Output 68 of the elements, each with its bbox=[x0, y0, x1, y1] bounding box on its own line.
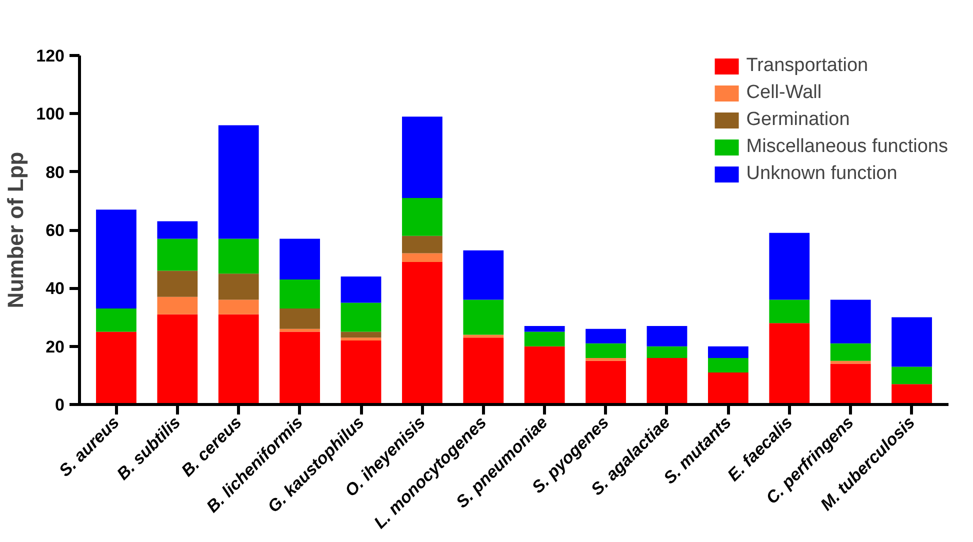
bar bbox=[586, 360, 626, 404]
bar bbox=[340, 302, 382, 332]
bar bbox=[402, 198, 442, 236]
bar bbox=[218, 125, 259, 239]
bar bbox=[586, 358, 626, 361]
y-tick-label: 120 bbox=[36, 46, 65, 66]
y-tick-label: 0 bbox=[55, 396, 65, 414]
bar bbox=[646, 358, 688, 404]
bar bbox=[463, 338, 504, 404]
bar bbox=[280, 308, 320, 329]
bar bbox=[280, 238, 320, 280]
bar bbox=[830, 343, 871, 361]
bar bbox=[892, 384, 932, 404]
bar bbox=[340, 340, 382, 404]
bar bbox=[340, 338, 382, 341]
bar bbox=[646, 346, 688, 358]
bar bbox=[524, 332, 565, 346]
bar bbox=[892, 317, 932, 367]
bar bbox=[96, 332, 136, 404]
bar bbox=[96, 210, 136, 309]
bar bbox=[524, 326, 565, 332]
legend-label: Unknown function bbox=[746, 163, 898, 185]
bar bbox=[402, 116, 442, 198]
bar bbox=[830, 300, 871, 344]
bar bbox=[892, 366, 932, 384]
y-tick-label: 80 bbox=[46, 162, 65, 182]
bar bbox=[280, 328, 320, 332]
bar bbox=[463, 334, 504, 338]
bar bbox=[708, 358, 748, 373]
y-tick-label: 40 bbox=[46, 279, 65, 298]
y-tick-label: 20 bbox=[46, 337, 65, 356]
bar bbox=[769, 232, 810, 300]
legend-label: Cell-Wall bbox=[746, 82, 822, 104]
legend-label: Germination bbox=[746, 109, 850, 131]
bar bbox=[402, 236, 442, 254]
bar bbox=[157, 296, 198, 314]
bar bbox=[463, 300, 504, 335]
bar bbox=[586, 343, 626, 358]
bar bbox=[646, 326, 688, 346]
bar bbox=[96, 308, 136, 332]
bar bbox=[340, 276, 382, 303]
bar bbox=[218, 314, 259, 404]
bar bbox=[157, 270, 198, 297]
bar bbox=[708, 346, 748, 358]
bar bbox=[402, 262, 442, 404]
bar bbox=[218, 238, 259, 274]
bar bbox=[280, 332, 320, 404]
bar bbox=[708, 372, 748, 404]
bar bbox=[218, 300, 259, 314]
bar bbox=[769, 323, 810, 404]
bar bbox=[280, 279, 320, 309]
bar bbox=[586, 328, 626, 344]
bar bbox=[402, 253, 442, 262]
y-tick-label: 60 bbox=[46, 221, 65, 240]
bar bbox=[157, 221, 198, 239]
legend-label: Transportation bbox=[746, 55, 868, 77]
legend-label: Miscellaneous functions bbox=[746, 136, 948, 158]
bar bbox=[218, 274, 259, 300]
y-axis-title: Number of Lpp bbox=[3, 152, 28, 308]
bar bbox=[157, 238, 198, 271]
bar bbox=[830, 360, 871, 364]
y-tick-label: 100 bbox=[36, 104, 65, 124]
bar bbox=[769, 300, 810, 324]
bar bbox=[463, 250, 504, 300]
bar bbox=[524, 346, 565, 404]
bar bbox=[340, 332, 382, 338]
bar bbox=[830, 364, 871, 404]
bar bbox=[157, 314, 198, 404]
